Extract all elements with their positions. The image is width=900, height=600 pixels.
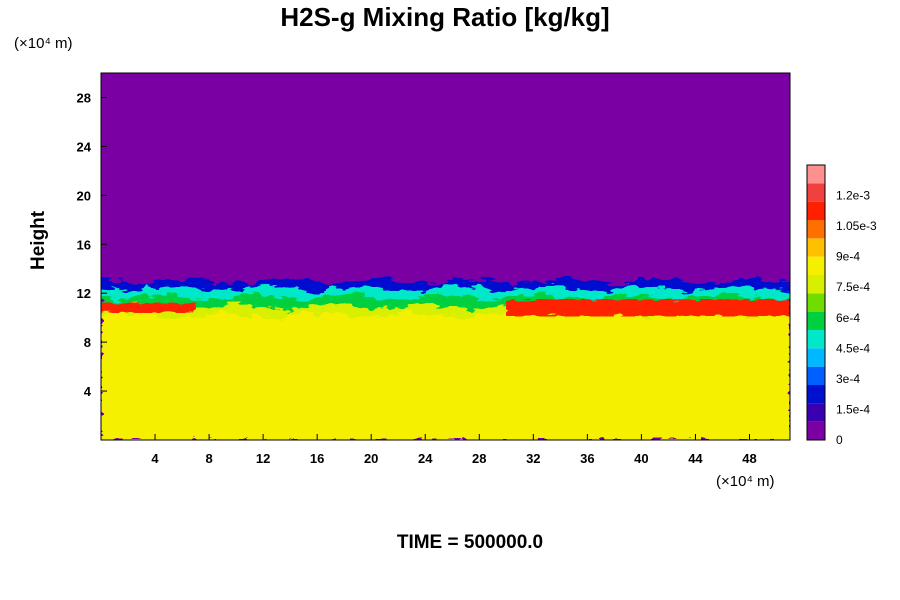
high-value-band bbox=[101, 302, 196, 313]
colorbar-swatch bbox=[807, 366, 825, 385]
x-tick-label: 4 bbox=[151, 451, 159, 466]
x-tick-label: 20 bbox=[364, 451, 378, 466]
y-tick-label: 4 bbox=[84, 384, 92, 399]
colorbar-swatch bbox=[807, 293, 825, 312]
colorbar-tick-label: 6e-4 bbox=[836, 311, 860, 325]
colorbar-swatch bbox=[807, 403, 825, 422]
colorbar-swatch bbox=[807, 183, 825, 202]
colorbar-tick-label: 0 bbox=[836, 433, 843, 447]
field-band bbox=[101, 309, 790, 440]
colorbar-tick-label: 1.5e-4 bbox=[836, 402, 870, 416]
colorbar-frame bbox=[806, 164, 826, 441]
time-annotation: TIME = 500000.0 bbox=[396, 532, 544, 553]
y-tick-label: 20 bbox=[77, 188, 91, 203]
y-axis-unit: (×10⁴ m) bbox=[14, 35, 73, 52]
y-tick-label: 12 bbox=[77, 286, 91, 301]
chart-title: H2S-g Mixing Ratio [kg/kg] bbox=[280, 2, 610, 32]
colorbar-tick-label: 4.5e-4 bbox=[836, 341, 870, 355]
colorbar-tick-label: 1.2e-3 bbox=[836, 189, 870, 203]
y-tick-label: 16 bbox=[77, 237, 91, 252]
colorbar-tick-label: 3e-4 bbox=[836, 372, 860, 386]
colorbar-tick-label: 9e-4 bbox=[836, 250, 860, 264]
y-tick-label: 24 bbox=[77, 139, 92, 154]
colorbar-swatch bbox=[807, 256, 825, 275]
x-tick-label: 16 bbox=[310, 451, 324, 466]
x-tick-label: 28 bbox=[472, 451, 486, 466]
x-tick-label: 8 bbox=[205, 451, 212, 466]
colorbar-tick-label: 7.5e-4 bbox=[836, 280, 870, 294]
colorbar-swatch bbox=[807, 238, 825, 257]
x-tick-label: 12 bbox=[256, 451, 270, 466]
x-axis-unit: (×10⁴ m) bbox=[716, 473, 775, 490]
colorbar-swatch bbox=[807, 385, 825, 404]
colorbar-swatch bbox=[807, 330, 825, 349]
plot-frame bbox=[100, 72, 791, 441]
colorbar-tick-label: 1.05e-3 bbox=[836, 219, 877, 233]
x-tick-label: 48 bbox=[742, 451, 756, 466]
colorbar-swatch bbox=[807, 165, 825, 184]
colorbar-swatch bbox=[807, 421, 825, 440]
x-tick-label: 44 bbox=[688, 451, 703, 466]
x-tick-label: 24 bbox=[418, 451, 433, 466]
x-tick-label: 32 bbox=[526, 451, 540, 466]
x-tick-label: 40 bbox=[634, 451, 648, 466]
colorbar-swatch bbox=[807, 201, 825, 220]
colorbar-swatch bbox=[807, 311, 825, 330]
colorbar-swatch bbox=[807, 275, 825, 294]
y-tick-label: 8 bbox=[84, 335, 91, 350]
colorbar-swatch bbox=[807, 220, 825, 239]
colorbar-swatch bbox=[807, 348, 825, 367]
y-tick-label: 28 bbox=[77, 90, 91, 105]
high-value-band bbox=[506, 299, 790, 317]
x-tick-label: 36 bbox=[580, 451, 594, 466]
